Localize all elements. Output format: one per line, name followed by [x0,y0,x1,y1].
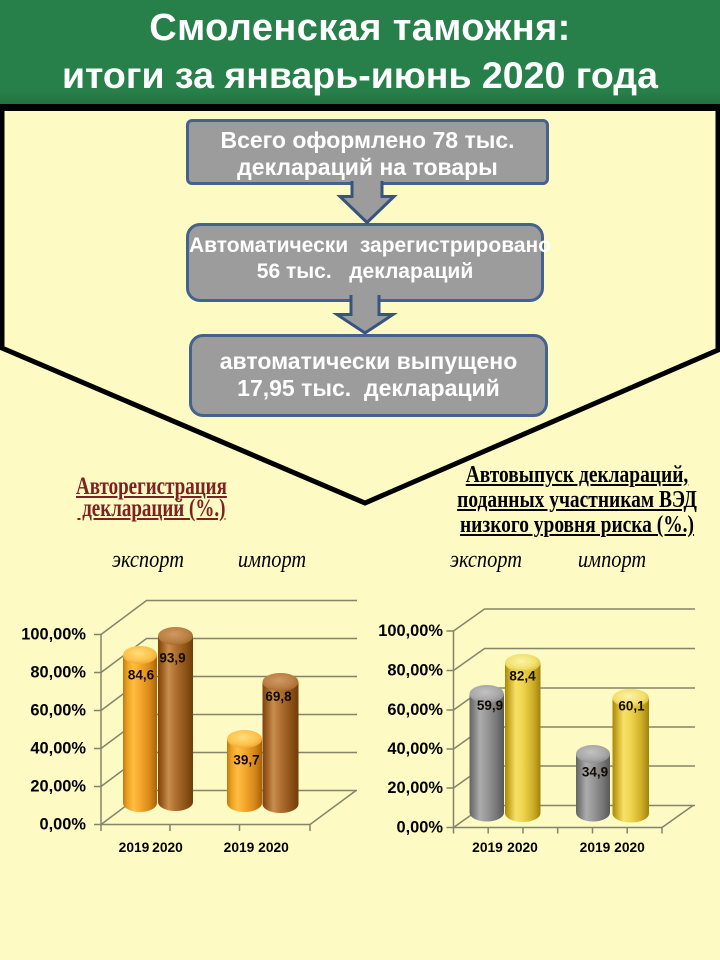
svg-text:20,00%: 20,00% [387,779,443,797]
svg-text:2019: 2019 [580,840,611,855]
svg-text:40,00%: 40,00% [30,740,86,758]
svg-text:80,00%: 80,00% [30,664,86,682]
svg-text:2020: 2020 [258,840,289,855]
svg-text:82,4: 82,4 [509,669,536,684]
svg-text:84,6: 84,6 [128,668,155,683]
svg-text:80,00%: 80,00% [387,662,443,680]
svg-text:100,00%: 100,00% [378,622,443,640]
svg-text:2020: 2020 [152,840,183,855]
svg-text:59,9: 59,9 [477,698,503,713]
svg-text:60,00%: 60,00% [387,701,443,719]
svg-text:0,00%: 0,00% [397,819,444,837]
svg-text:60,00%: 60,00% [30,702,86,720]
svg-text:40,00%: 40,00% [387,740,443,758]
svg-text:2019: 2019 [119,840,150,855]
svg-text:34,9: 34,9 [582,765,608,780]
svg-text:100,00%: 100,00% [21,626,86,644]
svg-text:20,00%: 20,00% [30,778,86,796]
svg-text:93,9: 93,9 [159,651,185,666]
svg-text:2020: 2020 [614,840,645,855]
svg-text:2020: 2020 [507,840,538,855]
svg-text:2019: 2019 [224,840,255,855]
svg-text:60,1: 60,1 [618,699,645,714]
svg-text:2019: 2019 [472,840,503,855]
svg-text:39,7: 39,7 [233,753,259,768]
svg-text:0,00%: 0,00% [40,816,87,834]
svg-text:69,8: 69,8 [265,689,292,704]
